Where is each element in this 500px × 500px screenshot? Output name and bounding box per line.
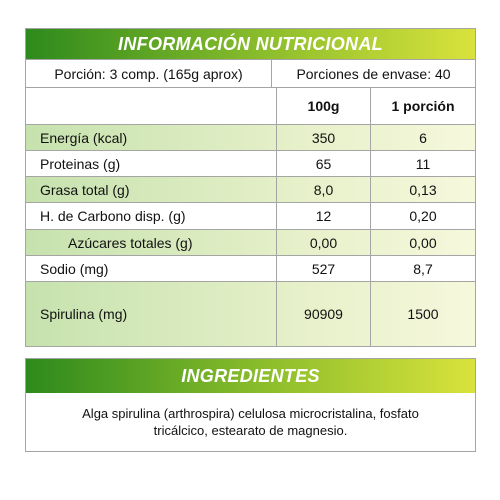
nutrient-row: H. de Carbono disp. (g) 12 0,20: [26, 202, 475, 229]
nutrient-name: Azúcares totales (g): [26, 230, 277, 255]
column-header-row: 100g 1 porción: [26, 87, 475, 124]
servings-per-container: Porciones de envase: 40: [296, 65, 451, 82]
ingredients-box: INGREDIENTES Alga spirulina (arthrospira…: [25, 358, 476, 452]
table-title: INFORMACIÓN NUTRICIONAL: [26, 29, 475, 59]
nutrient-value: 350: [277, 125, 371, 150]
nutrient-value: 8,7: [413, 260, 433, 277]
nutrient-row: Sodio (mg) 527 8,7: [26, 255, 475, 281]
nutrient-value: 6: [419, 129, 427, 146]
rows: Energía (kcal) 350 6 Proteinas (g) 65 11 Grasa…: [26, 124, 475, 346]
nutrient-value: 65: [277, 151, 371, 176]
nutrient-value: 90909: [277, 282, 371, 346]
nutrient-row: Proteinas (g) 65 11: [26, 150, 475, 176]
nutrient-row: Grasa total (g) 8,0 0,13: [26, 176, 475, 202]
nutrient-name: Sodio (mg): [26, 256, 277, 281]
nutrient-name: H. de Carbono disp. (g): [26, 203, 277, 229]
ingredients-title: INGREDIENTES: [26, 359, 475, 393]
nutrient-row: Energía (kcal) 350 6: [26, 124, 475, 150]
nutrient-value: 8,0: [277, 177, 371, 202]
column-header: 100g: [277, 88, 371, 124]
nutrient-value: 527: [277, 256, 371, 281]
nutrient-name: Proteinas (g): [26, 151, 277, 176]
nutrition-table: INFORMACIÓN NUTRICIONAL Porción: 3 comp.…: [25, 28, 476, 347]
column-header: 1 porción: [391, 98, 455, 114]
nutrient-value: 0,00: [277, 230, 371, 255]
nutrient-value: 0,13: [409, 181, 437, 198]
nutrient-name: Grasa total (g): [26, 177, 277, 202]
nutrient-value: 1500: [407, 306, 439, 322]
nutrient-value: 11: [415, 155, 431, 172]
blank-cell: [26, 88, 277, 124]
serving: Porción: 3 comp. (165g aprox): [26, 60, 272, 87]
nutrient-row: Azúcares totales (g) 0,00 0,00: [26, 229, 475, 255]
ingredients-text: Alga spirulina (arthrospira) celulosa mi…: [82, 406, 419, 438]
nutrient-row: Spirulina (mg) 90909 1500: [26, 281, 475, 346]
nutrient-value: 0,20: [409, 208, 437, 224]
nutrient-name: Energía (kcal): [26, 125, 277, 150]
nutrient-value: 12: [277, 203, 371, 229]
nutrient-value: 0,00: [409, 234, 437, 251]
serving-row: Porción: 3 comp. (165g aprox) Porciones …: [26, 59, 475, 87]
nutrient-name: Spirulina (mg): [26, 282, 277, 346]
